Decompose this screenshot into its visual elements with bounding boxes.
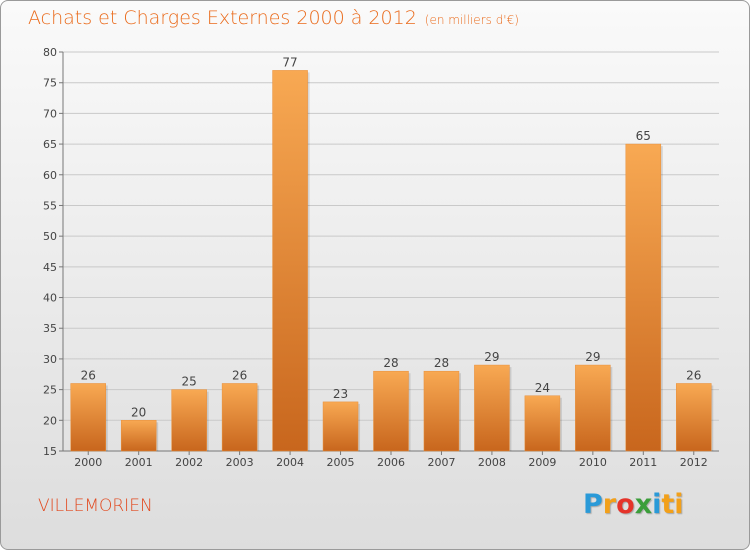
y-tick-label: 65: [43, 138, 57, 151]
y-tick-label: 40: [43, 292, 57, 305]
data-label: 29: [585, 350, 600, 364]
x-tick-label: 2000: [74, 456, 102, 469]
y-tick-label: 60: [43, 169, 57, 182]
data-label: 20: [131, 405, 146, 419]
y-tick-label: 70: [43, 107, 57, 120]
data-label: 29: [484, 350, 499, 364]
chart-title: Achats et Charges Externes 2000 à 2012 (e…: [28, 7, 519, 29]
bar-2003: [221, 383, 258, 452]
data-label: 25: [182, 375, 197, 389]
x-tick-label: 2001: [125, 456, 153, 469]
data-label: 28: [383, 356, 398, 370]
x-tick-label: 2002: [175, 456, 203, 469]
x-tick-label: 2006: [377, 456, 405, 469]
bar-2010: [575, 364, 611, 452]
bar-2006: [373, 370, 409, 452]
bar-2005: [322, 401, 359, 452]
x-tick-label: 2004: [276, 456, 304, 469]
bar-2001: [120, 420, 157, 452]
x-tick-label: 2003: [226, 456, 254, 469]
data-label: 28: [434, 356, 449, 370]
bars: [70, 70, 714, 452]
bar-2008: [474, 364, 510, 452]
data-label: 77: [282, 55, 297, 69]
y-tick-label: 20: [43, 414, 57, 427]
bar-2004: [272, 70, 308, 452]
bar-2009: [524, 395, 561, 452]
bar-2012: [676, 383, 712, 452]
x-tick-label: 2007: [427, 456, 455, 469]
x-tick-label: 2012: [680, 456, 708, 469]
data-label: 23: [333, 387, 348, 401]
y-tick-label: 30: [43, 353, 57, 366]
y-tick-label: 50: [43, 230, 57, 243]
y-tick-label: 45: [43, 261, 57, 274]
y-tick-label: 75: [43, 77, 57, 90]
commune-name: VILLEMORIEN: [38, 496, 153, 516]
data-label: 24: [535, 381, 550, 395]
bar-2000: [70, 383, 106, 452]
data-label: 26: [686, 368, 701, 382]
proxiti-logo: Proxiti: [583, 489, 684, 520]
x-tick-label: 2011: [629, 456, 657, 469]
x-tick-label: 2010: [579, 456, 607, 469]
y-tick-label: 80: [43, 46, 57, 59]
x-tick-label: 2005: [327, 456, 355, 469]
data-label: 65: [636, 129, 651, 143]
labels: 26 2000 20 2001 25 2002 26 2003 77 2004 23 2005 28 20…: [74, 55, 708, 469]
chart-title-text: Achats et Charges Externes 2000 à 2012: [28, 7, 417, 29]
y-tick-label: 35: [43, 322, 57, 335]
y-tick-label: 25: [43, 384, 57, 397]
y-tick-label: 55: [43, 199, 57, 212]
data-label: 26: [232, 368, 247, 382]
bar-2011: [625, 143, 662, 452]
data-label: 26: [81, 368, 96, 382]
x-tick-label: 2009: [528, 456, 556, 469]
x-tick-label: 2008: [478, 456, 506, 469]
bar-2002: [171, 389, 207, 452]
y-tick-label: 15: [43, 445, 57, 458]
chart-unit: (en milliers d'€): [424, 13, 519, 27]
bar-2007: [423, 370, 460, 452]
